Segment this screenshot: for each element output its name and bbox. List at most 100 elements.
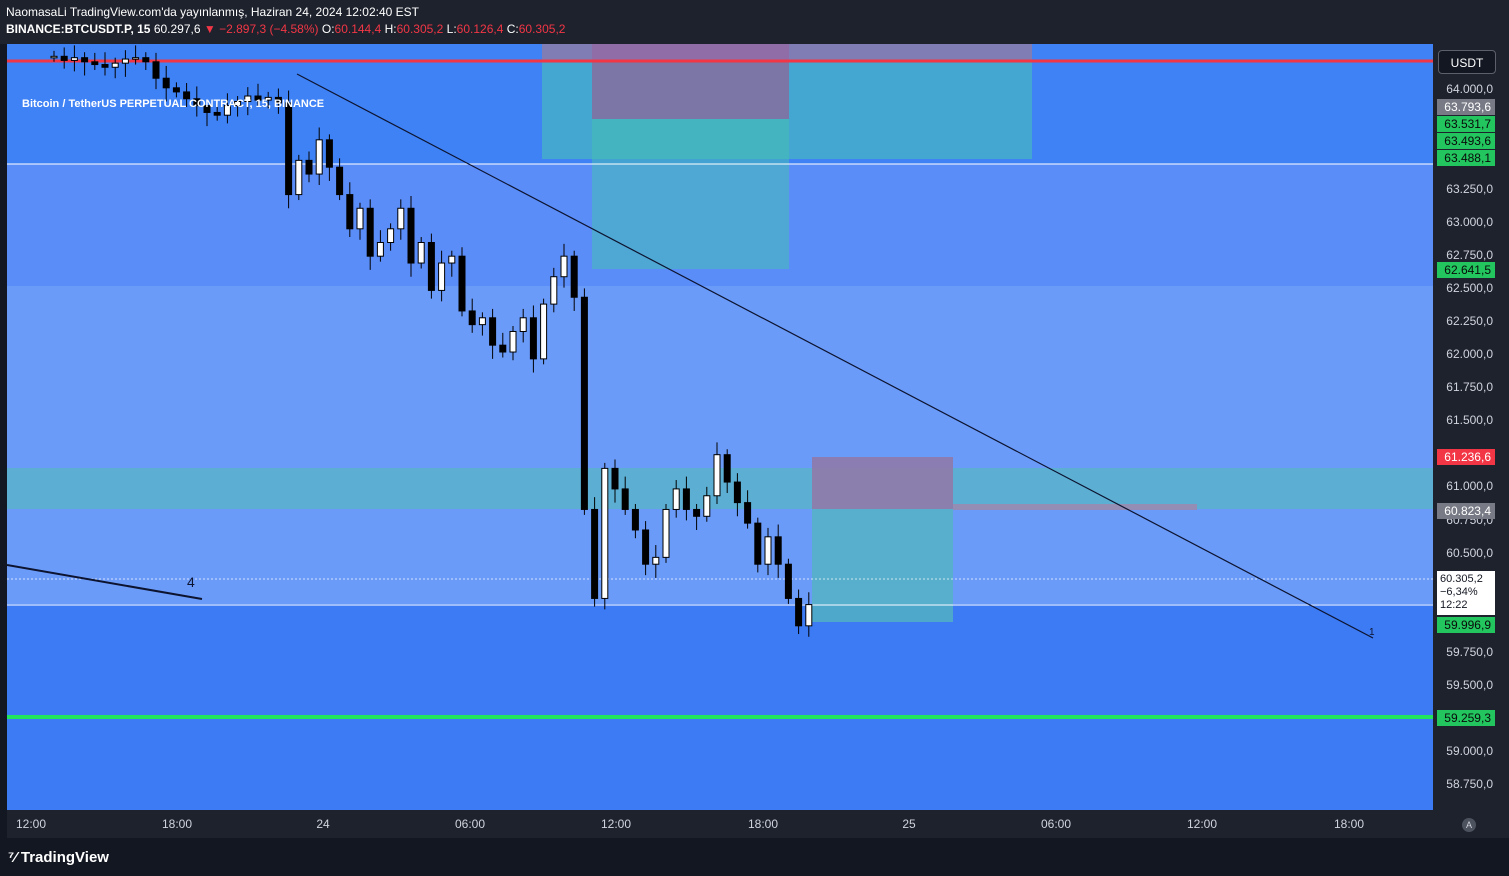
candle-body — [60, 55, 68, 61]
chart-header: NaomasaLi TradingView.com'da yayınlanmış… — [0, 0, 1509, 44]
candle-body — [805, 604, 813, 627]
candle-body — [315, 139, 323, 175]
low-value: 60.126,4 — [456, 22, 504, 36]
candle-body — [142, 57, 150, 63]
price-tick: 62.500,0 — [1446, 281, 1493, 295]
candle-body — [529, 317, 537, 360]
price-tag-target-2: 59.996,9 — [1437, 617, 1495, 633]
publisher-info: NaomasaLi TradingView.com'da yayınlanmış… — [6, 5, 419, 19]
price-tick: 62.000,0 — [1446, 347, 1493, 361]
time-label: 25 — [902, 817, 916, 831]
last-price: 60.297,6 — [153, 22, 201, 36]
candle-body — [91, 61, 99, 66]
wave-line[interactable] — [7, 564, 203, 600]
price-tick: 61.500,0 — [1446, 413, 1493, 427]
candle-body — [754, 522, 762, 565]
candle-body — [244, 95, 252, 102]
candle-body — [356, 207, 364, 230]
candle-body — [744, 502, 752, 524]
candle-body — [662, 508, 670, 558]
candle-body — [336, 166, 344, 196]
time-label: 06:00 — [454, 817, 486, 831]
price-tag-stop-2: 61.236,6 — [1437, 449, 1495, 465]
candle-body — [295, 159, 303, 196]
time-label: 24 — [316, 817, 330, 831]
time-label: 12:00 — [600, 817, 632, 831]
price-tick: 64.000,0 — [1446, 82, 1493, 96]
candle-body — [652, 556, 660, 565]
candle-body — [427, 242, 435, 291]
candle-body — [499, 344, 507, 353]
candle-body — [713, 454, 721, 497]
price-tick: 59.750,0 — [1446, 645, 1493, 659]
open-value: 60.144,4 — [334, 22, 382, 36]
price-tick: 60.500,0 — [1446, 546, 1493, 560]
candle-body — [417, 242, 425, 264]
price-tag: 63.531,7 — [1437, 116, 1495, 132]
candle-body — [550, 276, 558, 305]
price-tag-support: 59.259,3 — [1437, 710, 1495, 726]
candle-body — [468, 310, 476, 326]
symbol-label[interactable]: BINANCE:BTCUSDT.P, 15 — [6, 22, 151, 36]
price-tag-entry-1: 63.793,6 — [1437, 99, 1495, 115]
candle-body — [234, 100, 242, 107]
candle-body — [387, 228, 395, 244]
candle-body — [438, 262, 446, 291]
price-axis[interactable]: USDT 64.000,0 63.250,0 63.000,0 62.750,0… — [1433, 44, 1509, 838]
candle-body — [693, 508, 701, 517]
candle-body — [254, 95, 262, 101]
high-value: 60.305,2 — [396, 22, 444, 36]
candle-body — [580, 296, 588, 510]
candle-body — [50, 55, 58, 59]
price-tick: 62.750,0 — [1446, 248, 1493, 262]
bar-countdown: 12:22 — [1440, 599, 1468, 611]
price-tick: 63.000,0 — [1446, 215, 1493, 229]
candle-body — [682, 488, 690, 510]
position-stop-zone-2 — [812, 457, 953, 509]
candle-body — [519, 317, 527, 332]
candle-body — [795, 597, 803, 627]
logo-mark-icon: ⁷⁄ — [8, 849, 17, 866]
bg-zone-light — [7, 286, 1433, 604]
downtrend-line[interactable] — [296, 73, 1374, 639]
wave-label-1: 1 — [1369, 627, 1375, 638]
price-chart[interactable]: 4 1 — [7, 44, 1433, 838]
candle-body — [183, 91, 191, 100]
candle-body — [478, 317, 486, 326]
candle-body — [458, 255, 466, 312]
auto-scale-icon[interactable]: A — [1462, 818, 1476, 832]
candle-body — [101, 64, 109, 68]
candle-body — [203, 105, 211, 113]
candle-body — [397, 207, 405, 230]
candle-body — [376, 242, 384, 257]
candle-body — [703, 495, 711, 517]
candle-body — [305, 159, 313, 175]
candle-body — [611, 467, 619, 490]
time-label: 18:00 — [747, 817, 779, 831]
candle-body — [366, 207, 374, 257]
candle-body — [448, 255, 456, 264]
candle-body — [162, 77, 170, 89]
tradingview-logo[interactable]: ⁷⁄ TradingView — [8, 849, 109, 866]
candle-body — [560, 255, 568, 278]
high-label: H: — [384, 22, 397, 36]
legend-title[interactable]: Bitcoin / TetherUS PERPETUAL CONTRACT, 1… — [22, 98, 325, 110]
time-axis[interactable]: 12:00 18:00 24 06:00 12:00 18:00 25 06:0… — [7, 810, 1433, 838]
candle-body — [346, 194, 354, 230]
ohlc-line: BINANCE:BTCUSDT.P, 15 60.297,6 ▼ −2.897,… — [6, 22, 565, 36]
chart-canvas[interactable]: 4 1 Bitcoin / TetherUS PERPETUAL CONTRAC… — [7, 44, 1433, 838]
open-label: O: — [321, 22, 335, 36]
last-price-tag: 60.305,2 −6,34% 12:22 — [1437, 571, 1495, 615]
candle-body — [489, 317, 497, 346]
price-tag: 63.493,6 — [1437, 133, 1495, 149]
price-tag-entry-2: 60.823,4 — [1437, 503, 1495, 519]
price-tag: 63.488,1 — [1437, 150, 1495, 166]
time-label: 06:00 — [1040, 817, 1072, 831]
down-arrow-icon: ▼ — [203, 22, 216, 36]
price-tick: 62.250,0 — [1446, 314, 1493, 328]
currency-button[interactable]: USDT — [1438, 50, 1496, 74]
low-label: L: — [446, 22, 457, 36]
candle-body — [784, 563, 792, 599]
candle-body — [172, 87, 180, 93]
price-tick: 61.750,0 — [1446, 380, 1493, 394]
